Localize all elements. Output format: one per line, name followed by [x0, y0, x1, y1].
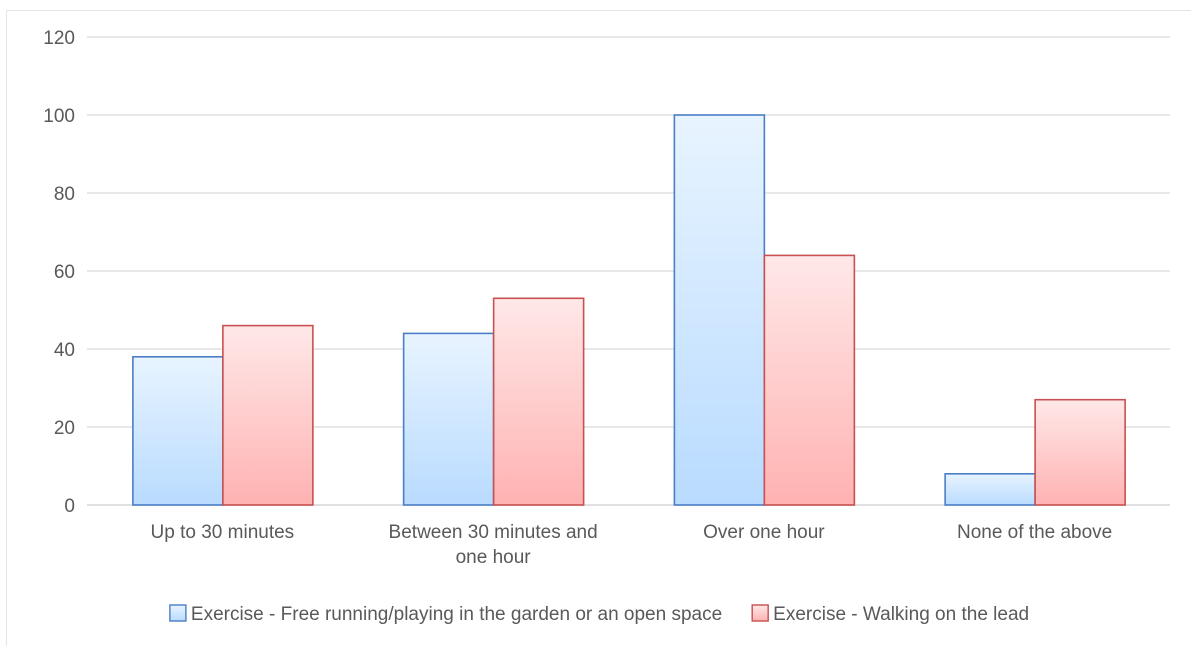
y-tick-label: 80 — [54, 184, 75, 205]
y-tick-label: 60 — [54, 262, 75, 283]
bar-walking-lead-2[interactable] — [763, 254, 856, 506]
y-tick-label: 0 — [64, 496, 75, 517]
bar-walking-lead-0[interactable] — [222, 324, 314, 506]
bar-walking-lead-1[interactable] — [492, 297, 585, 506]
legend-swatch-free-running — [169, 604, 187, 622]
y-tick-label: 40 — [54, 340, 75, 361]
x-tick-label: Over one hour — [703, 522, 825, 543]
y-tick-label: 120 — [43, 28, 75, 49]
bar-walking-lead-3[interactable] — [1034, 398, 1126, 506]
x-tick-label: None of the above — [957, 522, 1112, 543]
y-tick-label: 20 — [54, 418, 75, 439]
bar-free-running-3[interactable] — [944, 472, 1036, 506]
x-tick-label: Up to 30 minutes — [151, 522, 295, 543]
chart-frame — [6, 10, 1191, 646]
y-tick-label: 100 — [43, 106, 75, 127]
bar-free-running-2[interactable] — [673, 114, 766, 506]
x-tick-label: one hour — [456, 547, 532, 568]
legend-swatch-walking-lead — [751, 604, 769, 622]
bar-free-running-1[interactable] — [402, 332, 495, 506]
bar-free-running-0[interactable] — [132, 355, 224, 506]
legend-label: Exercise - Free running/playing in the g… — [191, 604, 722, 625]
x-tick-label: Between 30 minutes and — [389, 522, 598, 543]
legend-label: Exercise - Walking on the lead — [773, 604, 1029, 625]
